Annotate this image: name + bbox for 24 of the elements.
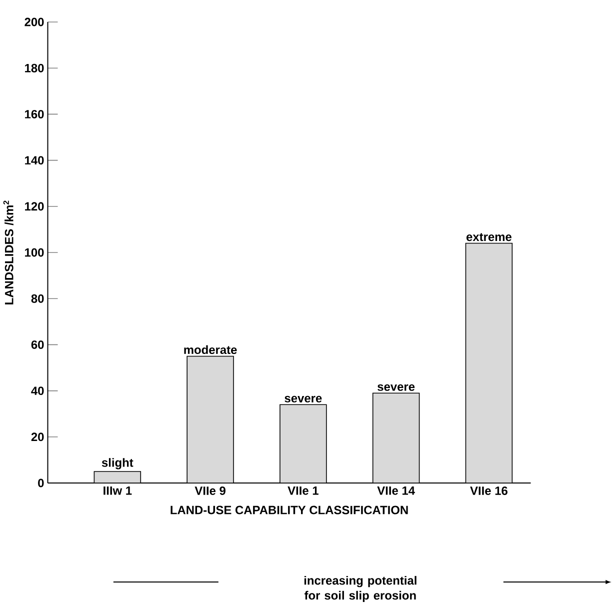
annotation: moderate: [184, 345, 237, 354]
y-tick-label: 60: [31, 340, 44, 349]
y-tick-label: 20: [31, 432, 44, 442]
y-axis-title: LANDSLIDES /km$^{2}$: [3, 200, 14, 304]
annotation: extreme: [466, 233, 512, 242]
y-tick-label: 0: [38, 478, 44, 488]
annotation: slight: [102, 458, 134, 470]
x-tick-label: VIIe 16: [470, 486, 508, 495]
x-tick-label: VIIe 9: [194, 486, 226, 495]
annotation: severe: [284, 396, 322, 402]
x-tick-label: IIIw 1: [103, 486, 132, 495]
x-tick-label: VIIe 1: [287, 486, 318, 495]
y-tick-label: 160: [24, 110, 44, 118]
y-tick-label: 80: [31, 294, 44, 303]
y-tick-label: 180: [24, 64, 44, 72]
y-tick-label: 140: [24, 156, 44, 165]
annotation: severe: [377, 384, 414, 391]
y-tick-label: 100: [24, 248, 44, 257]
y-tick-label: 40: [30, 386, 44, 396]
x-tick-label: VIIe 14: [377, 486, 415, 495]
y-tick-label: 200: [24, 18, 44, 26]
x-axis-title: LAND-USE CAPABILITY CLASSIFICATION: [170, 506, 408, 514]
y-tick-label: 120: [24, 202, 44, 211]
text: increasing potential for soil slip erosion: [304, 576, 416, 602]
